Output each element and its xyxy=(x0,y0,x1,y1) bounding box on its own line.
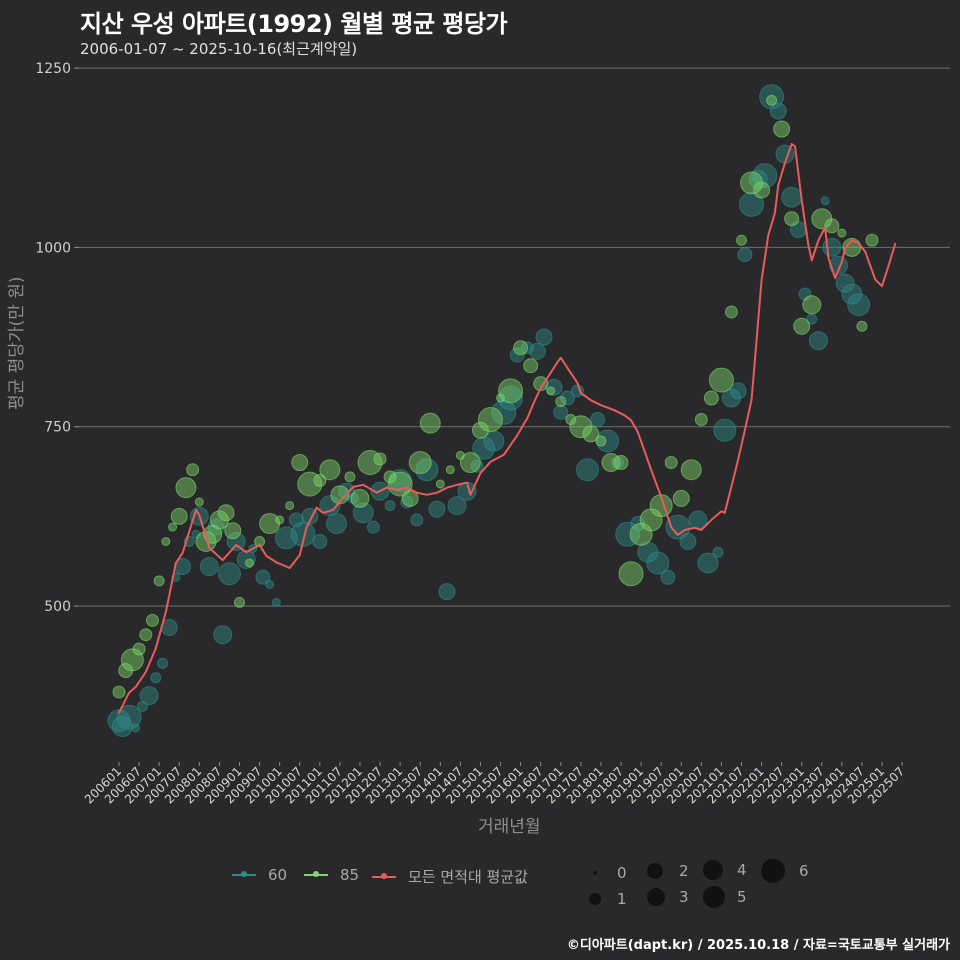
size-label: 4 xyxy=(737,861,747,879)
y-axis-label: 평균 평당가(만 원) xyxy=(7,276,27,410)
y-axis-ticks: 500 750 1000 1250 xyxy=(35,61,79,615)
source-caption: ©디아파트(dapt.kr) / 2025.10.18 / 자료=국토교통부 실… xyxy=(566,938,950,953)
svg-text:1250: 1250 xyxy=(35,61,71,77)
legend-label: 모든 면적대 평균값 xyxy=(408,868,528,886)
chart-title: 지산 우성 아파트(1992) 월별 평균 평당가 xyxy=(80,10,508,38)
svg-text:750: 750 xyxy=(44,420,71,436)
legend-item-average[interactable]: 모든 면적대 평균값 xyxy=(372,866,528,887)
size-legend-item: 2 xyxy=(647,862,689,880)
size-dot-icon xyxy=(647,863,663,879)
size-label: 5 xyxy=(737,888,747,906)
legend-swatch-icon xyxy=(304,871,328,877)
size-legend-item: 5 xyxy=(703,886,747,908)
average-line xyxy=(118,143,897,714)
scatter-points xyxy=(107,84,879,737)
size-dot-icon xyxy=(703,860,723,880)
size-legend-item: 0 xyxy=(589,864,627,882)
size-label: 3 xyxy=(679,888,689,906)
x-axis-ticks: 2006012006072007012007072008012008072009… xyxy=(82,762,907,807)
size-dot-icon xyxy=(703,886,725,908)
legend-item-60[interactable]: 60 xyxy=(232,866,287,884)
svg-text:500: 500 xyxy=(44,599,71,615)
svg-text:1000: 1000 xyxy=(35,240,71,256)
grid-lines xyxy=(76,67,950,607)
legend-item-85[interactable]: 85 xyxy=(304,866,359,884)
size-dot-icon xyxy=(589,893,601,905)
size-legend-item: 4 xyxy=(703,860,747,880)
legend-label: 60 xyxy=(268,866,288,884)
chart-subtitle: 2006-01-07 ~ 2025-10-16(최근계약일) xyxy=(80,40,358,58)
size-label: 6 xyxy=(799,862,809,880)
size-legend-item: 6 xyxy=(761,859,809,883)
size-legend-item: 3 xyxy=(647,888,689,906)
size-label: 1 xyxy=(617,890,627,908)
size-label: 2 xyxy=(679,862,689,880)
legend-label: 85 xyxy=(340,866,360,884)
x-axis-label: 거래년월 xyxy=(478,817,541,837)
size-label: 0 xyxy=(617,864,627,882)
size-dot-icon xyxy=(647,888,665,906)
size-dot-icon xyxy=(761,859,785,883)
size-legend-item: 1 xyxy=(589,890,627,908)
legend-swatch-icon xyxy=(232,871,256,877)
legend-swatch-icon xyxy=(372,872,396,879)
size-dot-icon xyxy=(593,871,597,875)
